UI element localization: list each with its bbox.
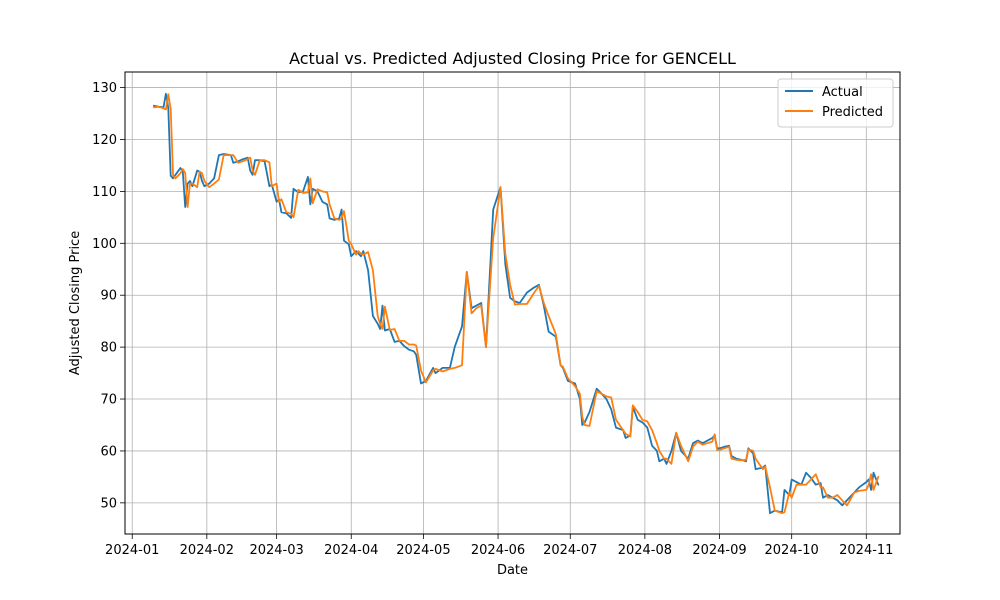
y-axis: 50 60 70 80 90 100 110 120 130	[92, 81, 125, 511]
chart-title: Actual vs. Predicted Adjusted Closing Pr…	[289, 49, 736, 68]
y-axis-label: Adjusted Closing Price	[68, 231, 83, 375]
series-layer	[152, 92, 880, 515]
plot-frame	[124, 71, 901, 535]
y-tick-label: 120	[92, 133, 117, 148]
y-tick-label: 130	[92, 81, 117, 96]
grid-lines	[125, 72, 900, 534]
legend: Actual Predicted	[777, 78, 894, 128]
y-tick-label: 100	[92, 237, 117, 252]
x-tick-label: 2024-11	[839, 543, 893, 558]
x-tick-label: 2024-02	[180, 543, 234, 558]
y-tick-label: 80	[100, 341, 117, 356]
y-tick-label: 90	[100, 289, 117, 304]
y-tick-label: 50	[100, 496, 117, 511]
x-tick-label: 2024-06	[471, 543, 525, 558]
legend-label-predicted: Predicted	[822, 105, 883, 120]
x-tick-label: 2024-01	[105, 543, 159, 558]
x-tick-label: 2024-03	[249, 543, 303, 558]
x-tick-label: 2024-04	[324, 543, 378, 558]
x-tick-label: 2024-08	[618, 543, 672, 558]
x-tick-label: 2024-10	[765, 543, 819, 558]
y-tick-label: 70	[100, 393, 117, 408]
y-tick-label: 110	[92, 185, 117, 200]
x-tick-label: 2024-05	[396, 543, 450, 558]
legend-label-actual: Actual	[822, 85, 863, 100]
series-line-predicted	[152, 93, 880, 515]
x-axis: 2024-01 2024-02 2024-03 2024-04 2024-05 2024-…	[105, 534, 893, 558]
x-tick-label: 2024-09	[692, 543, 746, 558]
x-tick-label: 2024-07	[543, 543, 597, 558]
y-tick-label: 60	[100, 444, 117, 459]
x-axis-label: Date	[497, 563, 528, 578]
